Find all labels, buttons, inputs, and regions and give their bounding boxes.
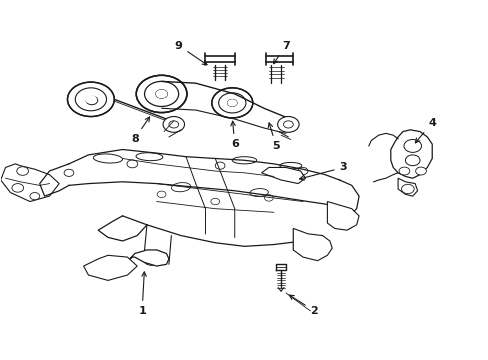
Polygon shape [261,167,305,184]
Circle shape [77,89,104,109]
Ellipse shape [136,153,163,161]
Ellipse shape [232,157,256,164]
Text: 4: 4 [414,118,435,143]
Circle shape [30,193,40,200]
Circle shape [147,83,176,105]
Text: 5: 5 [268,123,280,151]
Ellipse shape [249,189,268,197]
Circle shape [215,162,224,169]
Polygon shape [83,255,137,280]
Circle shape [12,184,23,192]
Circle shape [85,95,97,104]
Text: 9: 9 [174,41,206,65]
Circle shape [415,167,426,175]
Text: 8: 8 [131,117,149,144]
Text: 1: 1 [138,272,146,316]
Circle shape [227,99,237,107]
Circle shape [127,160,138,168]
Circle shape [75,88,106,111]
Circle shape [136,75,186,113]
Circle shape [314,249,325,258]
Circle shape [218,93,245,113]
Circle shape [211,88,252,118]
Circle shape [67,82,114,117]
Ellipse shape [93,154,122,163]
Text: 2: 2 [289,295,317,316]
Polygon shape [293,228,331,261]
Text: 7: 7 [273,41,289,64]
Circle shape [157,191,165,198]
Circle shape [403,139,421,152]
Polygon shape [390,130,431,178]
Circle shape [307,239,322,250]
Circle shape [64,169,74,176]
Circle shape [168,121,178,128]
Circle shape [401,184,413,194]
Circle shape [405,155,419,166]
Circle shape [156,90,167,98]
Polygon shape [0,164,59,202]
Text: 3: 3 [299,162,346,180]
Circle shape [277,117,299,132]
Circle shape [220,94,244,112]
Ellipse shape [171,183,190,192]
Circle shape [264,195,273,201]
Circle shape [163,117,184,132]
Circle shape [17,167,28,175]
Circle shape [210,198,219,205]
Polygon shape [327,202,358,230]
Circle shape [398,167,409,175]
Circle shape [340,221,352,229]
Circle shape [143,252,160,265]
Circle shape [283,121,293,128]
Circle shape [227,99,237,107]
Polygon shape [130,250,168,266]
Circle shape [97,260,119,276]
Circle shape [144,81,178,107]
Circle shape [298,167,307,175]
Text: 6: 6 [230,121,238,149]
Circle shape [86,96,98,105]
Circle shape [156,90,167,98]
Polygon shape [397,178,417,196]
Ellipse shape [279,162,301,169]
Circle shape [335,211,347,221]
